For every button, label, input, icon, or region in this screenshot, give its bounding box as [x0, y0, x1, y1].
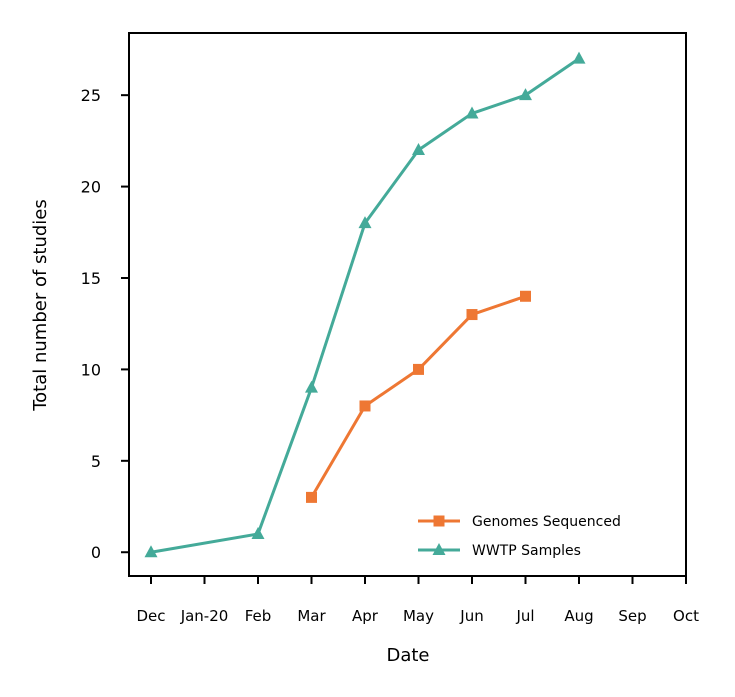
x-axis-label: Date	[386, 645, 429, 666]
data-point	[520, 290, 531, 302]
x-tick-label: Jan-20	[180, 607, 229, 625]
legend-label: WWTP Samples	[472, 543, 581, 559]
legend-label: Genomes Sequenced	[472, 514, 621, 530]
y-tick-label: 20	[81, 178, 101, 197]
y-tick-label: 15	[81, 269, 101, 288]
data-point	[251, 526, 265, 539]
series-line	[310, 294, 526, 499]
series-line	[150, 57, 580, 554]
legend-item: WWTP Samples	[418, 543, 581, 559]
data-point	[572, 51, 586, 64]
legend: Genomes Sequenced WWTP Samples	[418, 514, 621, 559]
y-tick-label: 25	[81, 86, 101, 105]
legend-marker	[433, 515, 445, 527]
x-tick-label: Feb	[245, 607, 272, 625]
data-point	[412, 143, 425, 156]
x-tick-label: Sep	[618, 607, 646, 625]
y-tick-label: 5	[91, 452, 101, 471]
y-tick-label: 10	[81, 360, 101, 379]
plot-frame	[128, 32, 687, 577]
series-wwtp-samples	[144, 51, 586, 558]
data-point	[306, 491, 317, 503]
x-tick-label: Oct	[673, 607, 699, 625]
x-tick-label: Jun	[459, 607, 483, 625]
y-axis: 0 5 10 15 20 25	[81, 86, 129, 562]
data-point	[144, 545, 158, 558]
data-point	[465, 106, 479, 119]
data-point	[359, 400, 371, 412]
x-tick-label: Mar	[297, 607, 326, 625]
x-tick-label: Aug	[564, 607, 593, 625]
x-tick-label: Jul	[515, 607, 534, 625]
y-axis-label: Total number of studies	[30, 199, 51, 412]
legend-marker	[432, 543, 446, 555]
x-tick-label: Apr	[352, 607, 379, 625]
x-axis: Dec Jan-20 Feb Mar Apr May Jun Jul Aug Sep Oct	[136, 576, 699, 625]
data-point	[413, 363, 424, 375]
x-tick-label: May	[403, 607, 434, 625]
y-tick-label: 0	[91, 543, 101, 562]
legend-item: Genomes Sequenced	[418, 514, 621, 530]
data-point	[519, 88, 532, 101]
series-genomes-sequenced	[306, 290, 531, 503]
data-point	[305, 380, 318, 393]
data-point	[358, 216, 372, 229]
series-layer	[144, 51, 586, 558]
x-tick-label: Dec	[136, 607, 165, 625]
data-point	[466, 309, 478, 321]
